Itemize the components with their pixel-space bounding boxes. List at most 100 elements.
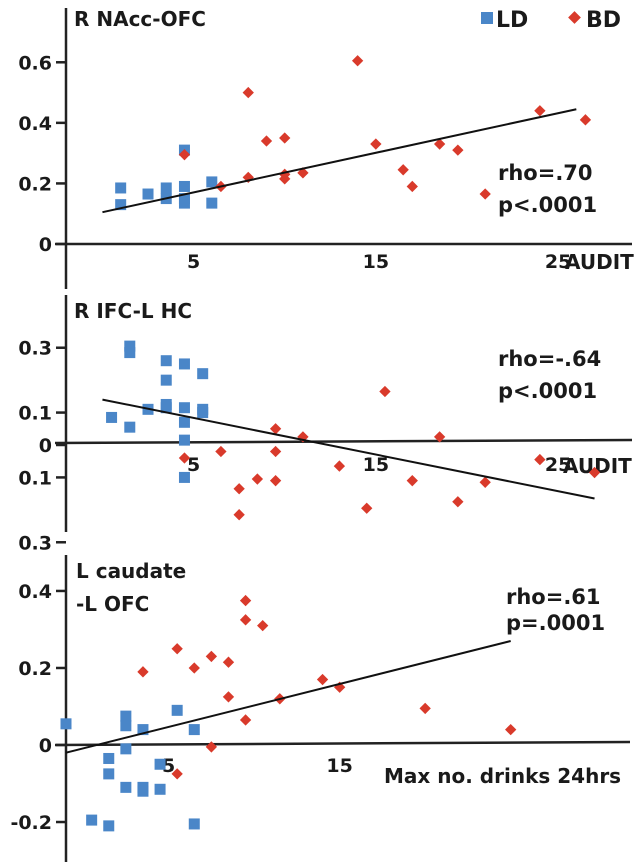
point-ld [188, 724, 200, 736]
point-bd [433, 431, 446, 443]
point-ld [197, 407, 209, 419]
point-bd [222, 656, 235, 668]
panel-title: R IFC-L HC [74, 299, 192, 323]
point-bd [222, 691, 235, 703]
x-axis [54, 438, 633, 445]
point-bd [242, 86, 254, 99]
point-bd [178, 452, 191, 464]
y-tick-label: 0.3 [18, 532, 52, 554]
point-bd [239, 714, 252, 726]
point-ld [86, 814, 98, 826]
legend-bd-label: BD [586, 8, 621, 33]
panel-title-line1: L caudate [76, 559, 186, 583]
legend-ld-square [481, 12, 493, 24]
y-tick-label: 0.2 [18, 658, 52, 680]
y-tick-label: 0.1 [18, 467, 52, 489]
point-bd [178, 149, 191, 161]
point-ld [103, 752, 115, 764]
y-tick-label: 0.3 [18, 338, 52, 360]
point-bd [379, 385, 391, 398]
point-bd [257, 619, 269, 632]
trend-line [102, 398, 595, 500]
point-bd [370, 138, 382, 150]
point-bd [269, 445, 282, 458]
point-ld [142, 188, 154, 200]
p-stat: p<.0001 [498, 379, 597, 403]
point-ld [178, 471, 190, 483]
point-bd [269, 423, 282, 435]
point-bd [588, 466, 601, 479]
point-ld [120, 743, 132, 755]
point-ld [120, 710, 132, 722]
trend-line [102, 108, 577, 214]
rho-stat: rho=.61 [506, 585, 601, 609]
point-bd [239, 594, 252, 607]
point-bd [479, 188, 491, 200]
point-bd [171, 643, 183, 655]
x-tick-label: 15 [326, 755, 352, 777]
point-ld [103, 768, 115, 780]
point-bd [279, 132, 291, 144]
point-bd [452, 496, 464, 508]
point-ld [106, 411, 118, 423]
x-tick-label: 5 [187, 251, 200, 273]
panel-title-line2: -L OFC [76, 592, 149, 616]
x-axis [54, 740, 631, 747]
point-bd [269, 475, 282, 487]
point-bd [279, 173, 291, 185]
point-bd [260, 135, 273, 147]
point-bd [316, 673, 329, 686]
y-tick-label: -0.2 [10, 812, 52, 834]
point-bd [579, 114, 592, 126]
point-ld [115, 199, 127, 211]
point-ld [160, 355, 172, 367]
point-ld [60, 718, 72, 730]
point-bd [505, 723, 517, 736]
point-ld [120, 781, 132, 793]
point-bd [205, 650, 218, 663]
point-ld [178, 434, 190, 446]
point-bd [361, 502, 373, 514]
rho-stat: rho=.70 [498, 161, 593, 185]
point-bd [534, 453, 546, 466]
point-ld [137, 724, 149, 736]
y-tick-label: 0 [39, 735, 52, 757]
y-tick-label: 0.4 [18, 113, 52, 135]
panel-r-ifc-l-hc: 0.30.100.10.3 5 15 25 R IFC-L HC rho=-.64 … [18, 295, 632, 554]
point-bd [419, 702, 431, 715]
y-tick-label: 0.1 [18, 403, 52, 425]
y-tick-label: 0.2 [18, 173, 52, 195]
point-ld [197, 368, 209, 380]
point-ld [115, 182, 127, 194]
point-ld [206, 197, 218, 209]
point-ld [178, 197, 190, 209]
point-bd [397, 164, 409, 176]
y-tick-label: 0.6 [18, 52, 52, 74]
point-ld [154, 783, 166, 795]
point-ld [206, 176, 218, 188]
point-bd [534, 105, 546, 117]
y-tick-label: 0.4 [18, 581, 52, 603]
point-ld [124, 421, 136, 433]
point-ld [124, 347, 136, 359]
point-bd [233, 483, 245, 495]
point-ld [137, 785, 149, 797]
point-bd [406, 180, 418, 193]
legend-bd-diamond [568, 11, 581, 24]
point-ld [160, 374, 172, 386]
point-ld [103, 820, 115, 832]
point-bd [406, 475, 418, 487]
point-bd [433, 138, 446, 150]
y-tick-label: 0 [39, 234, 52, 256]
p-stat: p<.0001 [498, 193, 597, 217]
point-ld [160, 182, 172, 194]
point-bd [452, 144, 464, 156]
point-bd [233, 509, 245, 521]
rho-stat: rho=-.64 [498, 347, 601, 371]
point-ld [171, 704, 183, 716]
point-bd [333, 460, 346, 472]
point-bd [351, 55, 364, 67]
point-bd [239, 614, 252, 626]
point-ld [120, 720, 132, 732]
